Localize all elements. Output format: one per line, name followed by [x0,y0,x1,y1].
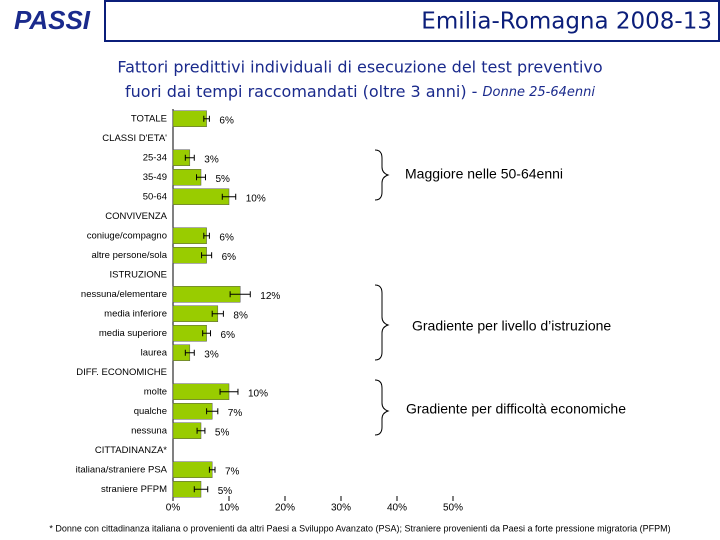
error-bar [203,232,210,239]
x-tick-label: 0% [166,503,181,514]
bar [172,325,207,342]
y-tick-label: 25-34 [143,152,167,163]
y-tick-label: nessuna [131,425,168,436]
value-label: 7% [228,408,243,419]
y-tick-label: molte [144,386,167,397]
value-label: 12% [260,291,280,302]
y-tick-label: 35-49 [143,172,167,183]
y-tick-label: straniere PFPM [101,484,167,495]
brackets [374,149,390,436]
value-label: 6% [219,232,234,243]
error-bar [202,330,212,337]
x-tick-label: 30% [331,503,351,514]
y-tick-label: CONVIVENZA [105,211,167,222]
error-bar [196,174,206,181]
bar [172,227,207,244]
error-bar [208,466,216,473]
value-label: 5% [218,486,233,497]
y-tick-label: italiana/straniere PSA [76,464,168,475]
bracket [374,284,390,361]
error-bar [211,310,224,317]
value-label: 5% [215,174,230,185]
error-bar [184,154,195,161]
y-tick-label: ISTRUZIONE [109,269,167,280]
error-bar [196,427,206,434]
error-bar [184,349,195,356]
annotation: Gradiente per difficoltà economiche [406,401,626,417]
value-label: 6% [219,115,234,126]
header-title: Emilia-Romagna 2008-13 [421,9,712,35]
footnote: * Donne con cittadinanza italiana o prov… [49,523,670,533]
error-bar [229,291,251,298]
y-tick-label: altre persone/sola [91,250,167,261]
x-tick-label: 20% [275,503,295,514]
value-label: 3% [204,349,219,360]
value-label: 7% [225,466,240,477]
bar [172,461,213,478]
y-tick-label: CLASSI D'ETA' [102,133,167,144]
error-bar [203,115,210,122]
value-label: 10% [248,388,268,399]
bracket [374,149,390,201]
header-box [104,0,720,42]
x-tick-label: 40% [387,503,407,514]
annotation: Gradiente per livello d’istruzione [412,318,611,334]
value-label: 3% [204,154,219,165]
bar [172,110,207,127]
value-label: 10% [246,193,266,204]
bracket [374,379,390,436]
value-label: 5% [215,427,230,438]
subtitle-main: fuori dai tempi raccomandati (oltre 3 an… [125,82,483,101]
error-bar [193,486,209,493]
y-tick-label: TOTALE [131,113,167,124]
y-tick-label: coniuge/compagno [87,230,167,241]
error-bar [221,193,237,200]
error-bar [219,388,239,395]
y-tick-label: DIFF. ECONOMICHE [76,367,167,378]
y-tick-label: media superiore [99,328,167,339]
error-bar [206,408,219,415]
y-tick-label: 50-64 [143,191,167,202]
error-bar [201,252,213,259]
y-tick-label: qualche [134,406,167,417]
y-tick-label: laurea [141,347,168,358]
logo: PASSI [14,5,91,35]
value-label: 6% [222,252,237,263]
x-tick-label: 50% [443,503,463,514]
x-tick-label: 10% [219,503,239,514]
subtitle-italic: Donne 25-64enni [483,85,596,100]
title-line: Fattori predittivi individuali di esecuz… [117,58,602,77]
value-label: 8% [233,310,248,321]
bar [172,188,230,205]
y-tick-label: media inferiore [104,308,167,319]
value-label: 6% [221,330,236,341]
y-tick-label: CITTADINANZA* [95,445,167,456]
subtitle-line: fuori dai tempi raccomandati (oltre 3 an… [125,82,595,101]
bar [172,305,219,322]
y-tick-label: nessuna/elementare [81,289,167,300]
annotation: Maggiore nelle 50-64enni [405,166,563,182]
